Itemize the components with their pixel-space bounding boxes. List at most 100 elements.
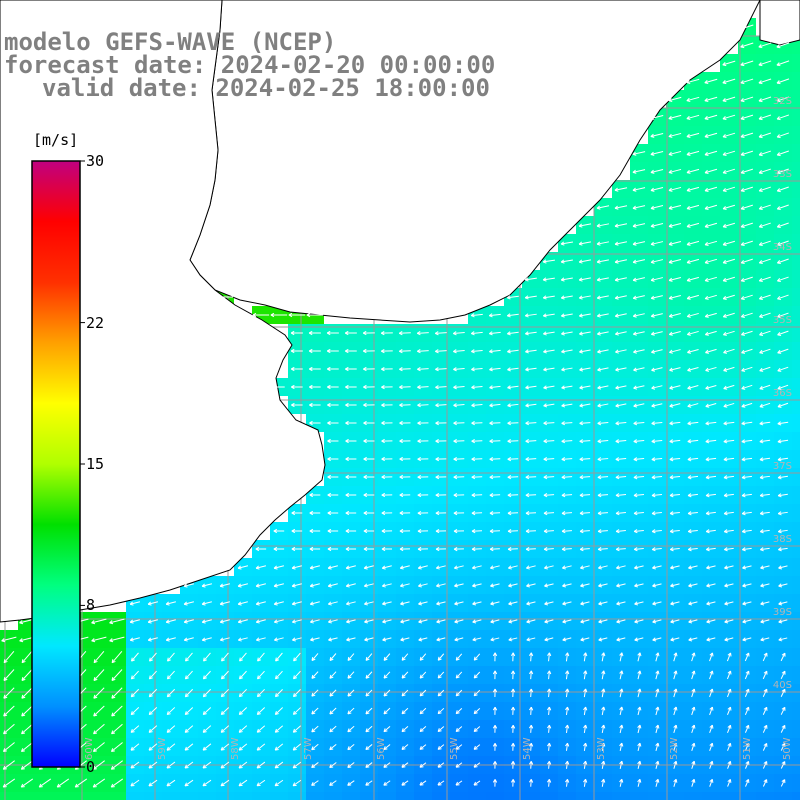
wind-arrow [686,78,700,84]
wind-arrow [776,258,789,265]
wind-arrow [399,420,411,426]
wind-arrow [722,132,736,139]
wind-arrow [238,761,248,769]
wind-arrow [417,438,429,444]
wind-arrow [489,510,501,516]
wind-arrow [184,688,194,698]
wind-arrow [311,762,319,769]
wind-arrow [687,403,699,408]
wind-arrow [762,706,768,715]
wind-arrow [632,169,646,174]
wind-arrow [455,707,463,715]
wind-arrow [109,636,125,643]
wind-arrow [561,349,573,354]
wind-arrow [597,511,608,516]
wind-arrow [562,637,572,642]
wind-arrow [416,331,429,336]
wind-arrow [560,277,573,282]
wind-arrow [528,761,534,769]
wind-speed-cell [342,792,360,800]
wind-arrow [655,760,660,769]
wind-arrow [705,457,717,462]
wind-arrow [92,778,106,788]
wind-arrow [632,187,646,192]
wind-arrow [668,114,682,120]
wind-arrow [166,707,176,716]
wind-arrow [686,150,700,156]
wind-arrow [401,707,409,715]
wind-arrow [709,778,714,787]
wind-arrow [166,761,176,769]
wind-arrow [363,492,375,498]
wind-arrow [547,688,552,698]
wind-arrow [417,510,429,516]
wind-arrow [364,637,374,642]
wind-arrow [311,743,319,751]
wind-arrow [758,150,772,157]
wind-arrow [637,688,642,698]
wind-arrow [453,492,465,498]
wind-arrow [705,384,717,390]
wind-arrow [686,294,699,300]
wind-arrow [419,762,427,768]
wind-arrow [651,439,663,444]
wind-arrow [616,619,626,624]
wind-arrow [651,511,662,516]
wind-speed-cell [36,792,54,800]
wind-arrow [238,688,247,698]
wind-arrow [780,652,786,662]
wind-arrow [614,223,628,228]
wind-arrow [633,421,645,426]
wind-arrow [381,420,393,426]
wind-arrow [184,725,194,733]
wind-arrow [723,330,735,336]
wind-arrow [471,510,483,516]
wind-arrow [166,670,175,680]
wind-arrow [760,565,770,570]
wind-speed-cell [792,504,800,522]
wind-speed-cell [792,216,800,234]
wind-arrow [741,475,753,480]
wind-arrow [777,511,788,516]
wind-arrow [21,669,33,681]
wind-arrow [650,259,664,264]
wind-speed-cell [792,198,800,216]
wind-arrow [345,456,357,462]
wind-arrow [758,276,771,283]
wind-arrow [252,312,270,318]
wind-arrow [597,349,609,354]
wind-arrow [453,367,465,372]
wind-arrow [92,742,105,753]
wind-arrow [257,652,265,662]
wind-arrow [437,726,445,733]
wind-arrow [437,762,445,768]
wind-arrow [399,474,411,480]
wind-arrow [762,724,768,733]
wind-arrow [437,780,445,786]
wind-arrow [147,601,159,606]
wind-arrow [619,742,624,751]
wind-speed-cell [792,792,800,800]
wind-arrow [776,204,789,211]
wind-arrow [381,348,393,354]
wind-arrow [740,96,754,103]
wind-arrow [637,652,642,662]
wind-arrow [383,725,391,733]
wind-arrow [596,241,610,246]
wind-arrow [93,687,105,699]
wind-arrow [705,529,716,534]
wind-arrow [562,583,572,588]
wind-arrow [453,420,465,426]
wind-arrow [327,456,339,462]
wind-arrow [329,725,337,733]
wind-arrow [596,313,609,318]
wind-arrow [650,241,664,246]
wind-arrow [255,546,267,552]
wind-arrow [709,724,714,734]
wind-arrow [148,725,158,733]
wind-arrow [650,187,664,192]
wind-arrow [762,688,768,698]
wind-arrow [148,779,158,787]
wind-arrow [760,619,770,624]
